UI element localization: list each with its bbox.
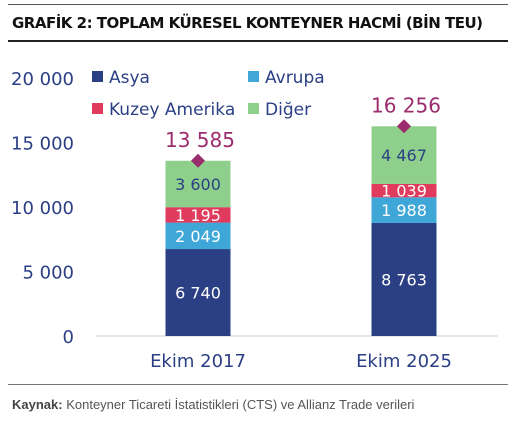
y-tick-label: 5 000 (22, 263, 74, 284)
bar-segment (165, 160, 231, 208)
data-label: 8 763 (381, 270, 427, 289)
data-label: 1 039 (381, 182, 427, 201)
bar-segment (371, 222, 437, 336)
legend-label: Asya (109, 68, 150, 88)
y-tick-label: 15 000 (11, 134, 74, 155)
top-rule (8, 4, 508, 5)
source-text: Konteyner Ticareti İstatistikleri (CTS) … (66, 397, 415, 412)
bar-segment (371, 183, 437, 198)
data-label: 2 049 (175, 227, 221, 246)
total-marker (191, 153, 205, 168)
legend-swatch (92, 103, 103, 114)
bar-segment (371, 197, 437, 223)
x-tick-label: Ekim 2025 (356, 351, 452, 372)
source-note: Kaynak: Konteyner Ticareti İstatistikler… (12, 397, 414, 412)
bar-segment (165, 207, 231, 223)
data-label: 4 467 (381, 146, 427, 165)
data-label: 1 195 (175, 206, 221, 225)
data-label: 1 988 (381, 201, 427, 220)
legend-label: Kuzey Amerika (109, 100, 235, 120)
legend-swatch (248, 103, 259, 114)
legend-swatch (92, 71, 103, 82)
legend-label: Diğer (265, 100, 311, 120)
data-label: 6 740 (175, 284, 221, 303)
stacked-bar-chart: 0 5 000 10 000 15 000 20 000 6 740 2 049 1 195… (11, 68, 498, 372)
data-label: 3 600 (175, 175, 221, 194)
x-tick-label: Ekim 2017 (150, 351, 246, 372)
bar-segment (371, 126, 437, 184)
source-rule (8, 384, 508, 385)
legend-swatch (248, 71, 259, 82)
y-tick-label: 20 000 (11, 69, 74, 90)
bar-segment (165, 249, 231, 336)
total-label: 13 585 (165, 128, 235, 152)
x-axis: Ekim 2017 Ekim 2025 (150, 351, 452, 372)
legend-label: Avrupa (265, 68, 325, 88)
source-label: Kaynak: (12, 397, 63, 412)
total-label: 16 256 (371, 93, 441, 117)
chart-title: GRAFİK 2: TOPLAM KÜRESEL KONTEYNER HACMİ… (12, 14, 483, 32)
bar-segment (165, 222, 231, 250)
y-tick-label: 10 000 (11, 198, 74, 219)
total-marker (397, 119, 411, 134)
y-tick-label: 0 (63, 327, 74, 348)
legend: Asya Avrupa Kuzey Amerika Diğer (92, 68, 325, 120)
title-rule (8, 40, 508, 42)
